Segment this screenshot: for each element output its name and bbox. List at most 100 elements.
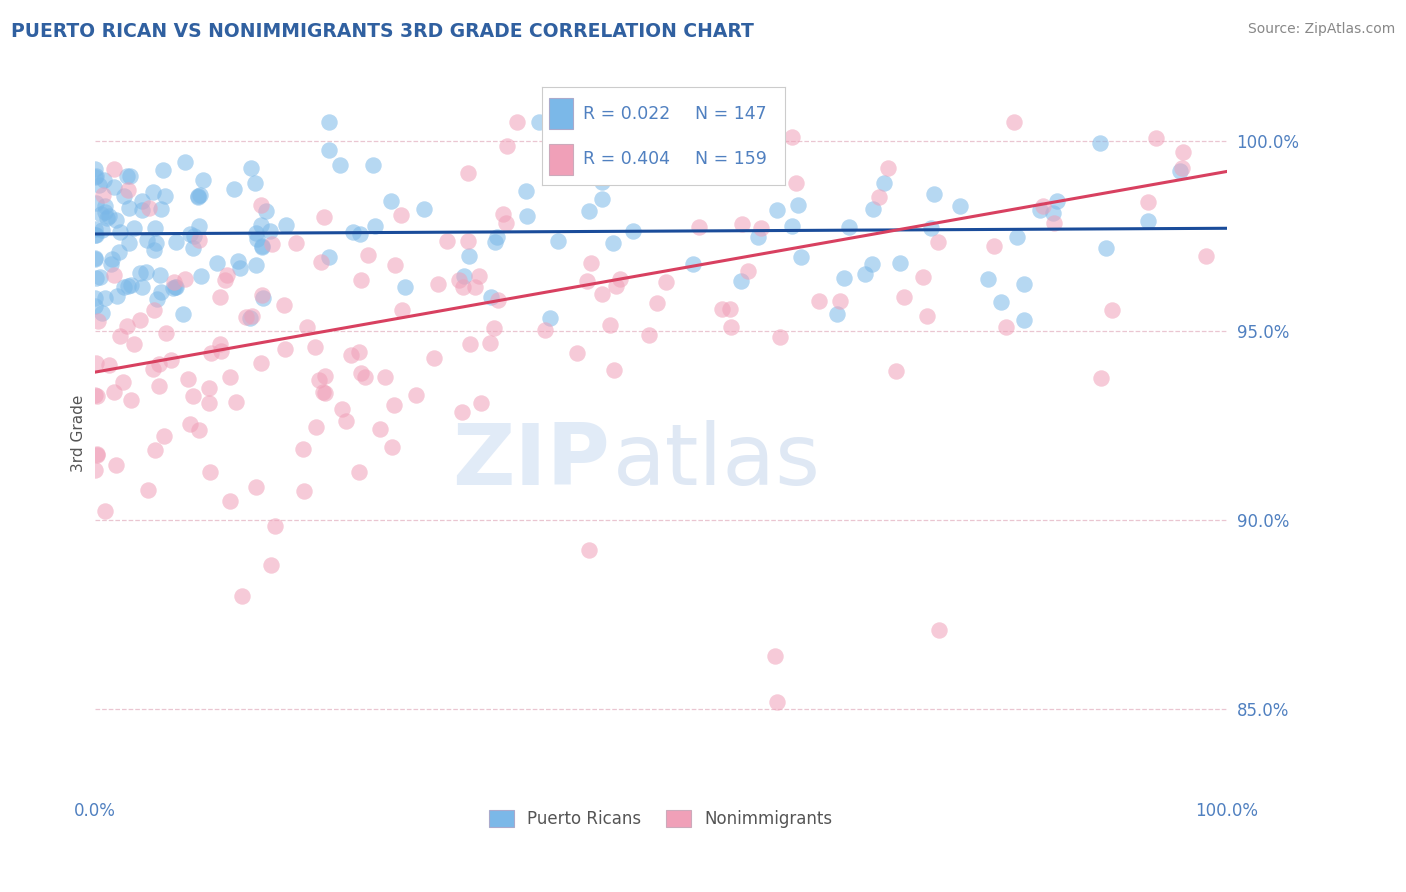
Point	[100, 257, 122, 271]
Point	[112, 280, 135, 294]
Text: PUERTO RICAN VS NONIMMIGRANTS 3RD GRADE CORRELATION CHART: PUERTO RICAN VS NONIMMIGRANTS 3RD GRADE …	[11, 22, 754, 41]
Point	[928, 623, 950, 637]
Point	[131, 280, 153, 294]
Point	[453, 268, 475, 283]
Point	[250, 238, 273, 252]
Point	[495, 216, 517, 230]
Point	[141, 361, 163, 376]
Point	[453, 279, 475, 293]
Point	[1088, 136, 1111, 151]
Point	[1005, 229, 1028, 244]
Text: Source: ZipAtlas.com: Source: ZipAtlas.com	[1247, 22, 1395, 37]
Point	[224, 182, 246, 196]
Point	[146, 292, 169, 306]
Text: atlas: atlas	[613, 420, 821, 503]
Point	[394, 279, 416, 293]
Point	[578, 204, 600, 219]
Point	[245, 226, 267, 240]
Point	[889, 256, 911, 270]
Point	[83, 227, 105, 242]
Point	[143, 443, 166, 458]
Point	[368, 422, 391, 436]
Point	[893, 290, 915, 304]
Point	[1195, 250, 1218, 264]
Point	[187, 233, 209, 247]
Point	[567, 346, 589, 360]
Point	[927, 235, 949, 249]
Point	[198, 381, 221, 395]
Point	[737, 264, 759, 278]
Point	[527, 115, 550, 129]
Point	[197, 396, 219, 410]
Point	[225, 395, 247, 409]
Point	[89, 270, 111, 285]
Point	[165, 235, 187, 249]
Point	[150, 202, 173, 217]
Point	[949, 199, 972, 213]
Point	[93, 291, 115, 305]
Point	[765, 695, 787, 709]
Point	[983, 238, 1005, 252]
Point	[174, 271, 197, 285]
Point	[84, 271, 107, 285]
Point	[243, 176, 266, 190]
Point	[131, 202, 153, 217]
Point	[122, 337, 145, 351]
Point	[314, 386, 336, 401]
Point	[276, 218, 298, 232]
Point	[218, 493, 240, 508]
Point	[711, 302, 734, 317]
Point	[104, 458, 127, 472]
Point	[318, 115, 340, 129]
Point	[873, 176, 896, 190]
Point	[142, 185, 165, 199]
Point	[389, 209, 412, 223]
Point	[259, 224, 281, 238]
Point	[231, 589, 253, 603]
Point	[162, 281, 184, 295]
Point	[853, 267, 876, 281]
Point	[103, 161, 125, 176]
Point	[361, 158, 384, 172]
Point	[1173, 145, 1195, 159]
Point	[609, 272, 631, 286]
Point	[808, 294, 831, 309]
Point	[115, 318, 138, 333]
Point	[330, 402, 353, 417]
Point	[250, 218, 273, 232]
Point	[349, 227, 371, 241]
Point	[152, 162, 174, 177]
Point	[181, 389, 204, 403]
Point	[621, 224, 644, 238]
Point	[131, 194, 153, 208]
Point	[1101, 303, 1123, 318]
Point	[730, 274, 752, 288]
Point	[165, 280, 187, 294]
Point	[260, 558, 283, 573]
Point	[177, 372, 200, 386]
Point	[1144, 131, 1167, 145]
Point	[254, 204, 277, 219]
Point	[912, 270, 935, 285]
Y-axis label: 3rd Grade: 3rd Grade	[72, 394, 86, 472]
Point	[751, 220, 773, 235]
Point	[718, 301, 741, 316]
Point	[485, 229, 508, 244]
Point	[205, 256, 228, 270]
Point	[479, 290, 502, 304]
Point	[103, 268, 125, 282]
Point	[838, 220, 860, 235]
Point	[915, 309, 938, 323]
Point	[538, 311, 561, 326]
Point	[977, 272, 1000, 286]
Point	[1031, 199, 1053, 213]
Point	[920, 220, 942, 235]
Point	[364, 219, 387, 233]
Point	[103, 385, 125, 400]
Legend: Puerto Ricans, Nonimmigrants: Puerto Ricans, Nonimmigrants	[482, 803, 839, 835]
Point	[83, 388, 105, 402]
Point	[104, 213, 127, 227]
Point	[304, 340, 326, 354]
Point	[110, 225, 132, 239]
Point	[83, 291, 105, 305]
